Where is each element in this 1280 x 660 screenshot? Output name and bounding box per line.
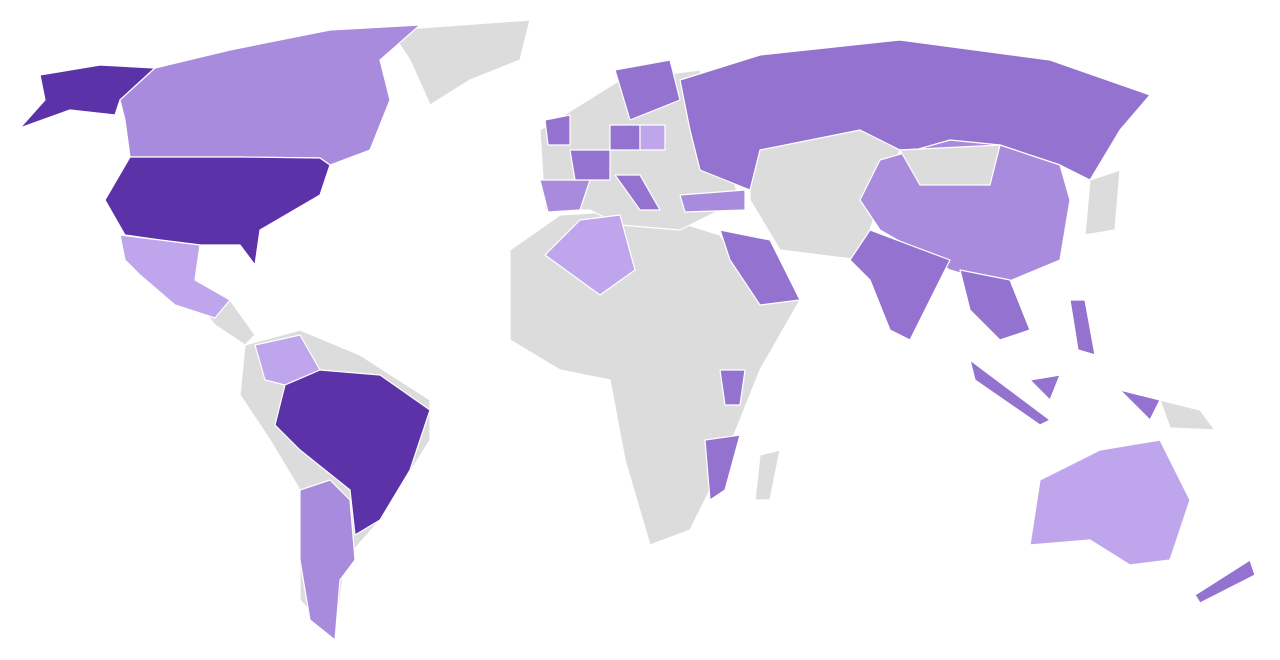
sulawesi xyxy=(1119,389,1161,421)
southeast-asia xyxy=(959,269,1031,341)
new-guinea xyxy=(1159,399,1216,431)
spain xyxy=(539,179,591,213)
italy xyxy=(614,174,661,211)
brazil xyxy=(274,369,431,536)
mexico xyxy=(119,234,231,319)
canada xyxy=(119,24,421,166)
algeria xyxy=(544,214,636,296)
japan xyxy=(1084,169,1121,236)
scandinavia xyxy=(614,59,681,121)
usa xyxy=(104,156,331,266)
alaska xyxy=(19,64,156,129)
india xyxy=(849,229,951,341)
argentina xyxy=(299,479,356,641)
philippines xyxy=(1069,299,1096,356)
new-zealand xyxy=(1194,559,1256,604)
france xyxy=(569,149,611,181)
mongolia xyxy=(899,144,1001,186)
madagascar xyxy=(754,449,781,501)
china xyxy=(859,139,1071,286)
germany xyxy=(609,124,641,151)
borneo xyxy=(1029,374,1061,401)
australia xyxy=(1029,439,1191,566)
sumatra-java xyxy=(969,359,1051,426)
greenland xyxy=(389,19,531,106)
turkey xyxy=(679,189,746,213)
saudi-arabia-iraq xyxy=(719,229,801,306)
poland xyxy=(639,124,666,151)
united-kingdom xyxy=(544,114,571,146)
kenya xyxy=(719,369,746,406)
mozambique xyxy=(704,434,741,501)
